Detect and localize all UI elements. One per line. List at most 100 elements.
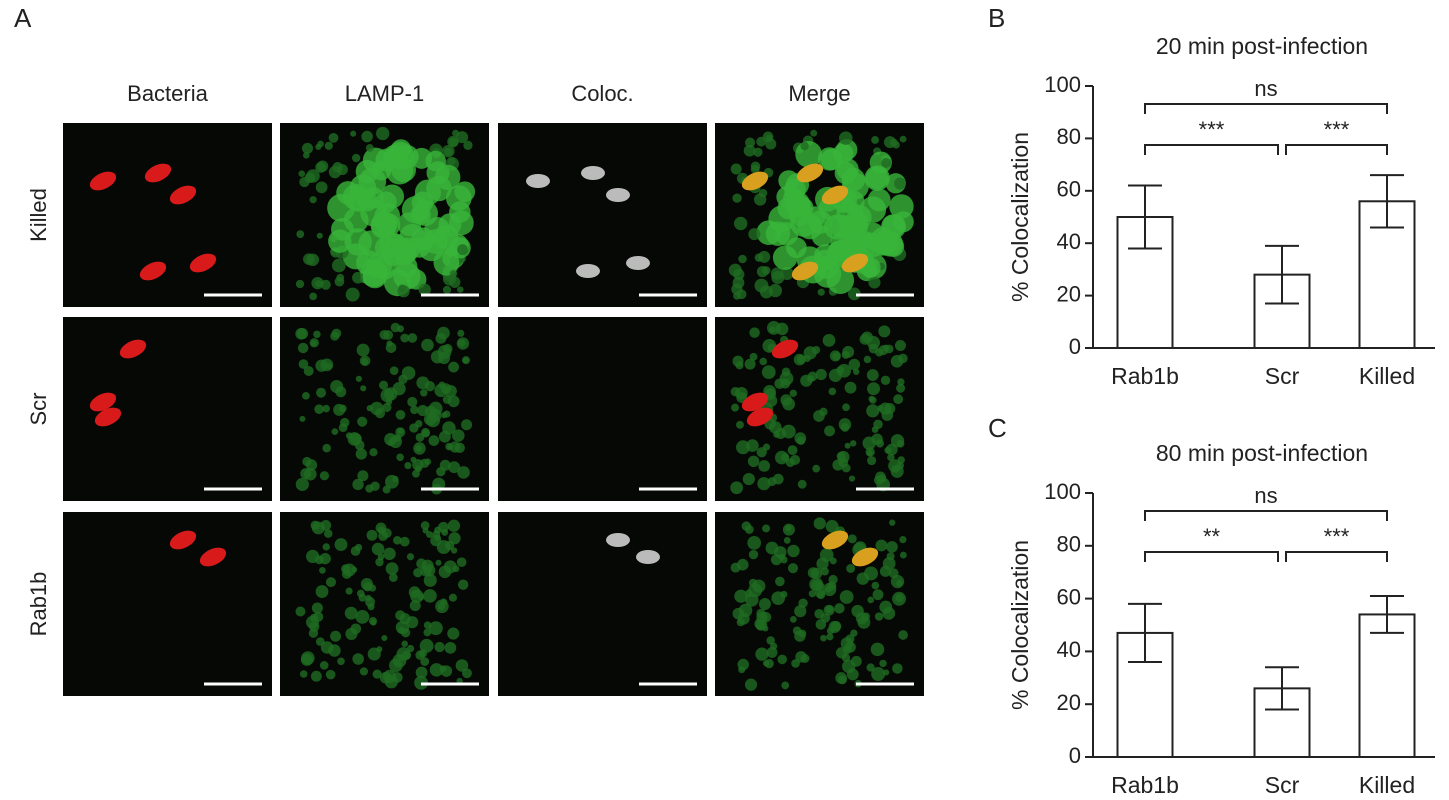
bacterium bbox=[796, 163, 824, 183]
green-signal bbox=[306, 253, 320, 267]
column-header: LAMP-1 bbox=[345, 81, 424, 106]
green-signal bbox=[819, 407, 828, 416]
green-signal bbox=[875, 471, 886, 483]
green-signal bbox=[743, 144, 756, 157]
significance-bracket bbox=[1144, 551, 1279, 562]
green-signal bbox=[371, 542, 385, 556]
green-signal bbox=[417, 404, 429, 417]
bacterium bbox=[841, 253, 869, 273]
green-signal bbox=[850, 440, 857, 447]
green-signal bbox=[840, 423, 850, 432]
green-signal bbox=[406, 616, 419, 629]
green-signal bbox=[753, 147, 763, 157]
green-signal bbox=[447, 443, 454, 450]
green-signal bbox=[738, 666, 746, 674]
bacterium bbox=[189, 253, 217, 273]
green-signal bbox=[298, 170, 306, 178]
green-signal bbox=[440, 598, 448, 606]
green-signal bbox=[315, 585, 329, 598]
green-signal bbox=[811, 225, 833, 247]
micrograph bbox=[63, 317, 272, 501]
green-signal bbox=[847, 534, 857, 544]
green-signal bbox=[817, 288, 825, 296]
green-signal bbox=[425, 150, 446, 172]
green-signal bbox=[379, 329, 390, 340]
green-signal bbox=[769, 326, 776, 333]
green-signal bbox=[461, 356, 471, 365]
green-signal bbox=[441, 528, 449, 536]
green-signal bbox=[880, 375, 891, 385]
green-signal bbox=[765, 134, 773, 142]
green-signal bbox=[389, 366, 399, 375]
green-signal bbox=[302, 391, 310, 400]
green-signal bbox=[385, 474, 399, 489]
bacterium bbox=[771, 339, 799, 359]
green-signal bbox=[866, 369, 879, 381]
green-signal bbox=[744, 678, 758, 691]
green-signal bbox=[447, 519, 461, 532]
green-signal bbox=[420, 427, 431, 437]
green-signal bbox=[360, 385, 367, 392]
green-signal bbox=[392, 382, 406, 396]
green-signal bbox=[434, 641, 445, 653]
green-signal bbox=[296, 230, 305, 239]
micrograph bbox=[280, 512, 489, 696]
green-signal bbox=[423, 589, 437, 603]
green-signal bbox=[383, 547, 396, 561]
green-signal bbox=[761, 266, 771, 275]
bacterium bbox=[791, 261, 819, 281]
green-signal bbox=[882, 606, 896, 620]
green-signal bbox=[808, 590, 816, 598]
green-signal bbox=[448, 532, 461, 545]
green-signal bbox=[457, 244, 468, 256]
green-signal bbox=[892, 663, 903, 674]
green-signal bbox=[855, 612, 869, 625]
green-signal bbox=[853, 368, 860, 375]
green-signal bbox=[780, 266, 794, 281]
green-signal bbox=[443, 560, 457, 574]
bacterium bbox=[89, 392, 117, 412]
green-signal bbox=[420, 657, 430, 666]
bacterium bbox=[89, 171, 117, 191]
green-signal bbox=[871, 136, 879, 144]
y-tick-label: 80 bbox=[1057, 124, 1081, 149]
green-signal bbox=[350, 130, 357, 137]
green-signal bbox=[753, 193, 767, 206]
green-signal bbox=[762, 524, 771, 533]
error-bar bbox=[1370, 594, 1404, 634]
row-label: Killed bbox=[26, 188, 51, 242]
green-signal bbox=[889, 519, 896, 526]
green-signal bbox=[369, 448, 378, 457]
coloc-signal bbox=[606, 533, 630, 547]
green-signal bbox=[780, 590, 788, 598]
row-label: Scr bbox=[26, 393, 51, 426]
green-signal bbox=[883, 669, 890, 676]
significance-label: ns bbox=[1254, 76, 1277, 101]
green-signal bbox=[385, 562, 399, 576]
green-signal bbox=[375, 557, 384, 567]
green-signal bbox=[385, 398, 393, 406]
green-signal bbox=[423, 573, 437, 587]
green-signal bbox=[325, 577, 337, 588]
image-frame bbox=[63, 512, 272, 696]
green-signal bbox=[316, 387, 327, 398]
error-bar bbox=[1265, 666, 1299, 711]
green-signal bbox=[738, 254, 747, 264]
significance-bracket bbox=[1144, 144, 1279, 155]
green-signal bbox=[413, 442, 426, 455]
green-signal bbox=[892, 211, 914, 233]
green-signal bbox=[746, 439, 759, 452]
bacterium bbox=[741, 392, 769, 412]
green-signal bbox=[837, 450, 850, 464]
coloc-signal bbox=[626, 256, 650, 270]
green-signal bbox=[730, 481, 743, 495]
green-signal bbox=[359, 355, 371, 367]
bacterium bbox=[851, 547, 879, 567]
green-signal bbox=[451, 547, 458, 554]
y-tick-label: 60 bbox=[1057, 584, 1081, 609]
green-signal bbox=[381, 634, 388, 642]
chart-title: 80 min post-infection bbox=[1156, 440, 1368, 466]
green-signal bbox=[777, 654, 788, 665]
green-signal bbox=[848, 358, 861, 371]
green-signal bbox=[785, 524, 792, 532]
